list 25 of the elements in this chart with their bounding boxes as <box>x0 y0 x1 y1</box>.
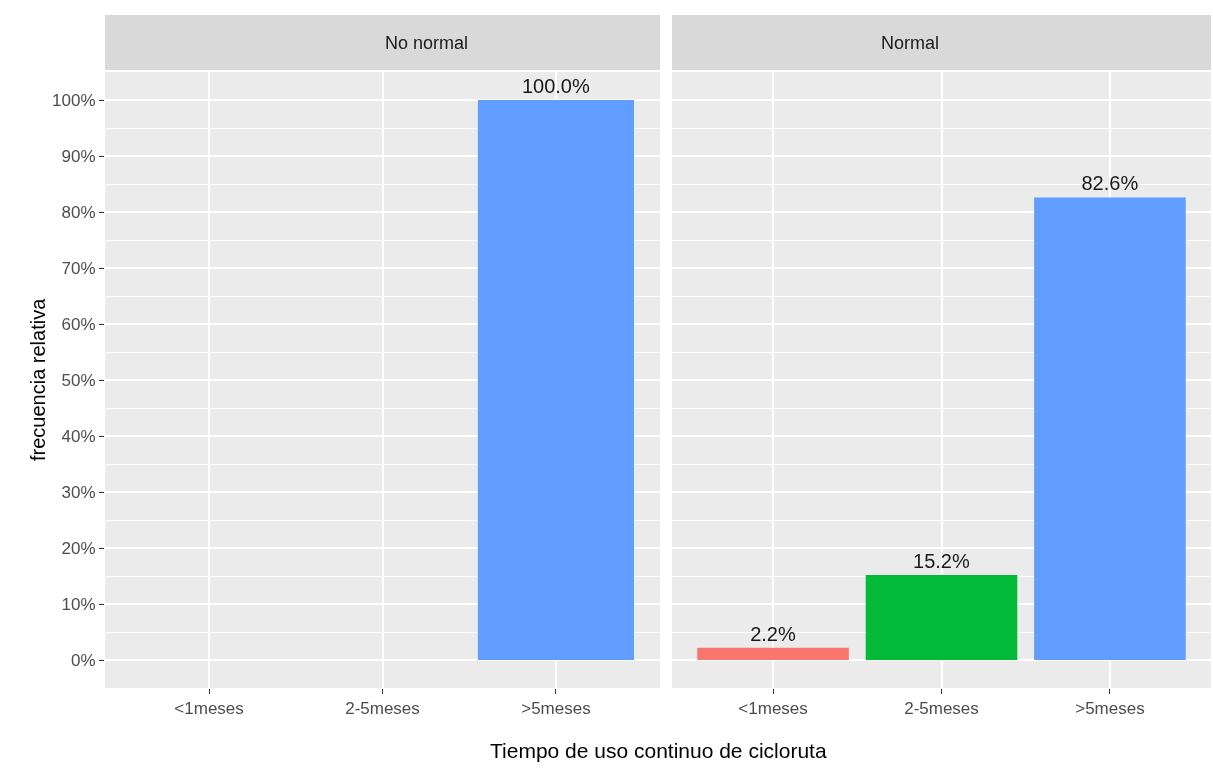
chart-title: No normal <box>385 33 469 53</box>
y-tick-label: 60% <box>61 314 96 334</box>
data-label: 100.0% <box>521 75 590 97</box>
y-tick-label: 10% <box>61 594 96 614</box>
x-axis-title: Tiempo de uso continuo de cicloruta <box>490 739 827 762</box>
y-tick-label: 100% <box>52 90 96 110</box>
y-axis-title: frecuencia relativa <box>27 297 49 461</box>
y-tick-label: 80% <box>61 202 96 222</box>
chart-title: Normal <box>881 33 940 53</box>
y-tick-label: 90% <box>61 146 96 166</box>
x-tick-label: 2-5meses <box>904 699 979 719</box>
data-label: 2.2% <box>750 622 796 645</box>
x-tick-label: >5meses <box>1075 699 1145 719</box>
y-tick-label: 50% <box>61 370 96 390</box>
y-tick-label: 70% <box>61 258 96 278</box>
y-tick-label: 20% <box>61 538 96 558</box>
x-tick-label: <1meses <box>174 699 244 719</box>
x-tick-label: >5meses <box>521 699 591 719</box>
x-tick-label: <1meses <box>738 699 808 719</box>
data-label: 82.6% <box>1081 172 1139 195</box>
data-label: 15.2% <box>913 549 970 572</box>
x-tick-label: 2-5meses <box>345 699 420 719</box>
y-tick-label: 30% <box>61 482 96 502</box>
y-tick-label: 0% <box>71 650 96 670</box>
y-tick-label: 40% <box>61 426 96 446</box>
